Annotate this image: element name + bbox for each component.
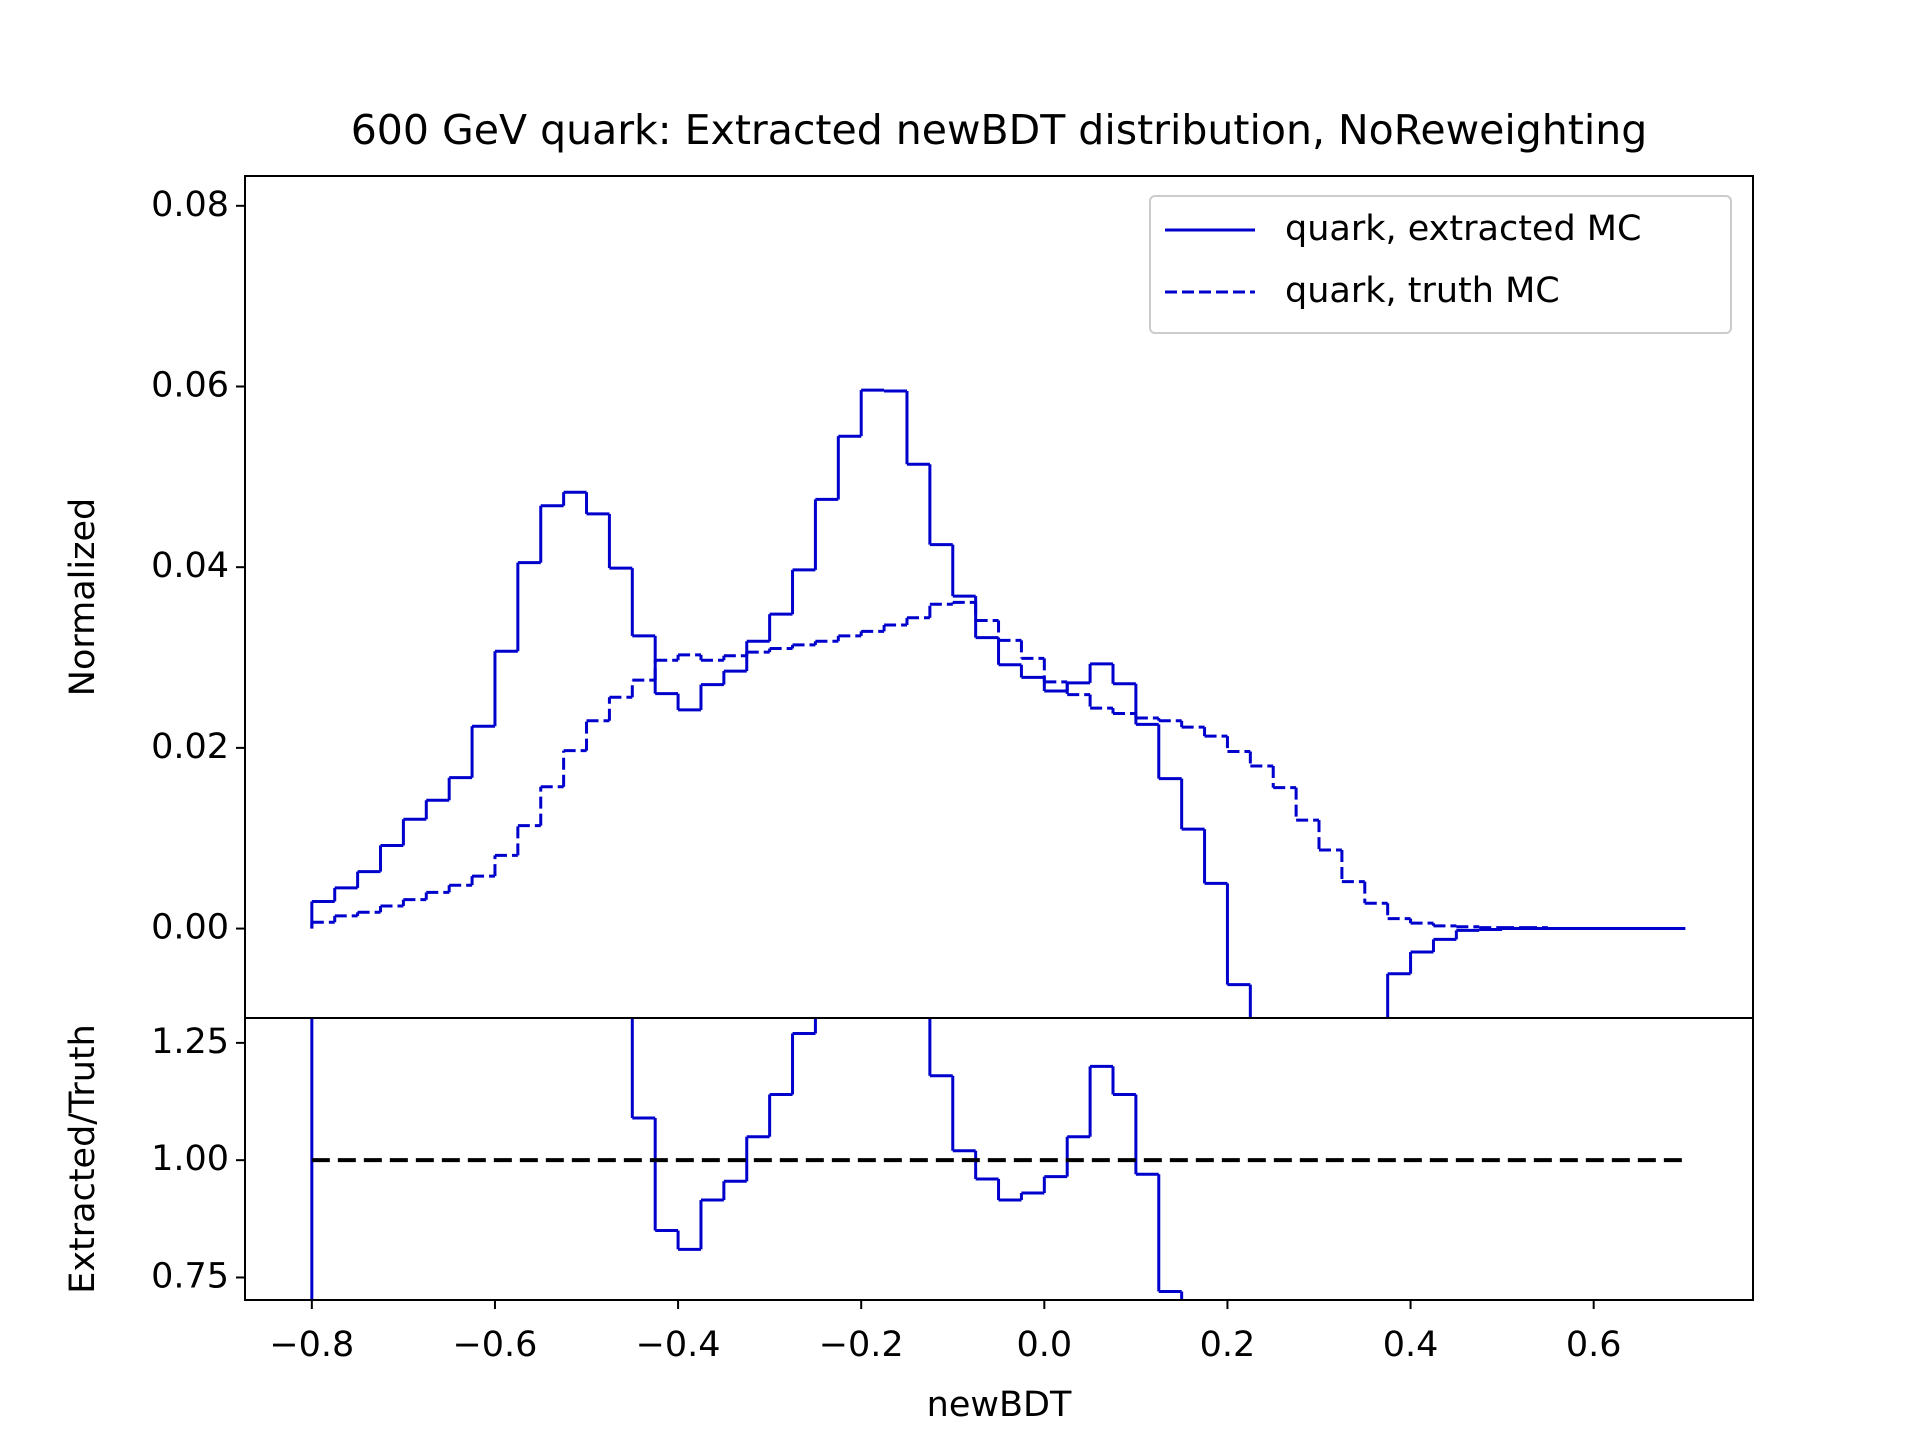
axes-frame <box>244 1017 1754 1301</box>
y-axis-label: Extracted/Truth <box>63 1024 103 1294</box>
legend-label: quark, extracted MC <box>1285 209 1641 249</box>
y-tick-label: 0.02 <box>151 727 229 767</box>
legend-box <box>1149 195 1732 334</box>
y-tick-label: 1.25 <box>151 1022 229 1062</box>
legend-label: quark, truth MC <box>1285 271 1560 311</box>
y-tick-label: 0.04 <box>151 546 229 586</box>
y-tick-label: 0.08 <box>151 185 229 225</box>
x-tick-label: 0.2 <box>1200 1325 1256 1365</box>
y-tick-label: 0.75 <box>151 1256 229 1296</box>
plot-area <box>310 388 1686 1018</box>
x-axis-label: newBDT <box>927 1385 1072 1425</box>
x-tick-label: 0.0 <box>1016 1325 1072 1365</box>
x-tick-label: −0.6 <box>452 1325 537 1365</box>
y-axis-label: Normalized <box>63 498 103 696</box>
x-tick-label: −0.4 <box>636 1325 721 1365</box>
x-tick-label: 0.4 <box>1383 1325 1439 1365</box>
x-tick-label: 0.6 <box>1566 1325 1622 1365</box>
y-tick-label: 0.00 <box>151 908 229 948</box>
y-tick-label: 1.00 <box>151 1139 229 1179</box>
x-tick-label: −0.2 <box>819 1325 904 1365</box>
chart-title: 600 GeV quark: Extracted newBDT distribu… <box>351 106 1648 154</box>
y-tick-label: 0.06 <box>151 366 229 406</box>
x-tick-label: −0.8 <box>269 1325 354 1365</box>
